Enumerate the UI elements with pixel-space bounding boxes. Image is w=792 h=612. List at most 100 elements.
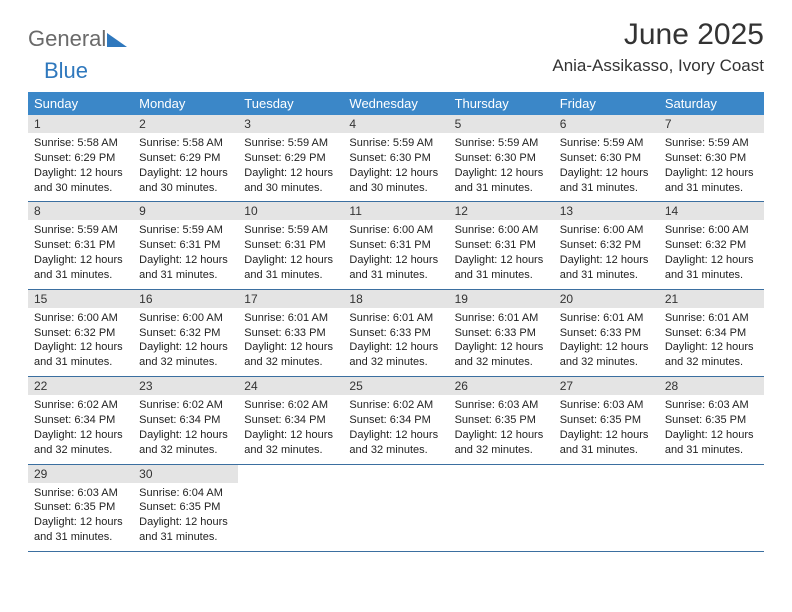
day-details: Sunrise: 5:59 AMSunset: 6:31 PMDaylight:… xyxy=(133,220,238,288)
day-number: 1 xyxy=(28,115,133,133)
month-title: June 2025 xyxy=(552,18,764,52)
calendar-cell: 6Sunrise: 5:59 AMSunset: 6:30 PMDaylight… xyxy=(554,115,659,202)
calendar-cell: 17Sunrise: 6:01 AMSunset: 6:33 PMDayligh… xyxy=(238,289,343,376)
calendar-cell: 3Sunrise: 5:59 AMSunset: 6:29 PMDaylight… xyxy=(238,115,343,202)
day-details: Sunrise: 5:59 AMSunset: 6:30 PMDaylight:… xyxy=(554,133,659,201)
day-number: 16 xyxy=(133,290,238,308)
day-details: Sunrise: 6:03 AMSunset: 6:35 PMDaylight:… xyxy=(554,395,659,463)
location: Ania-Assikasso, Ivory Coast xyxy=(552,56,764,76)
calendar-cell: 26Sunrise: 6:03 AMSunset: 6:35 PMDayligh… xyxy=(449,377,554,464)
day-number: 4 xyxy=(343,115,448,133)
calendar-cell: 1Sunrise: 5:58 AMSunset: 6:29 PMDaylight… xyxy=(28,115,133,202)
day-number: 15 xyxy=(28,290,133,308)
day-number: 19 xyxy=(449,290,554,308)
day-details: Sunrise: 6:02 AMSunset: 6:34 PMDaylight:… xyxy=(238,395,343,463)
calendar-row: 1Sunrise: 5:58 AMSunset: 6:29 PMDaylight… xyxy=(28,115,764,202)
logo-text-2: Blue xyxy=(44,58,88,83)
day-number: 18 xyxy=(343,290,448,308)
day-details: Sunrise: 5:59 AMSunset: 6:31 PMDaylight:… xyxy=(238,220,343,288)
day-number: 13 xyxy=(554,202,659,220)
calendar-cell: 20Sunrise: 6:01 AMSunset: 6:33 PMDayligh… xyxy=(554,289,659,376)
day-number: 26 xyxy=(449,377,554,395)
calendar-cell: 18Sunrise: 6:01 AMSunset: 6:33 PMDayligh… xyxy=(343,289,448,376)
day-number: 5 xyxy=(449,115,554,133)
calendar-page: General June 2025 Ania-Assikasso, Ivory … xyxy=(0,0,792,552)
weekday-header: Wednesday xyxy=(343,92,448,115)
day-details: Sunrise: 6:00 AMSunset: 6:31 PMDaylight:… xyxy=(343,220,448,288)
day-number: 25 xyxy=(343,377,448,395)
day-details: Sunrise: 6:00 AMSunset: 6:32 PMDaylight:… xyxy=(659,220,764,288)
day-details: Sunrise: 6:01 AMSunset: 6:33 PMDaylight:… xyxy=(554,308,659,376)
weekday-header: Monday xyxy=(133,92,238,115)
day-details: Sunrise: 5:58 AMSunset: 6:29 PMDaylight:… xyxy=(28,133,133,201)
day-number: 23 xyxy=(133,377,238,395)
calendar-cell: 14Sunrise: 6:00 AMSunset: 6:32 PMDayligh… xyxy=(659,202,764,289)
day-number: 7 xyxy=(659,115,764,133)
day-number: 17 xyxy=(238,290,343,308)
day-number: 10 xyxy=(238,202,343,220)
day-details: Sunrise: 6:01 AMSunset: 6:33 PMDaylight:… xyxy=(238,308,343,376)
logo: General xyxy=(28,18,127,52)
day-number: 28 xyxy=(659,377,764,395)
calendar-cell xyxy=(343,464,448,551)
day-details: Sunrise: 6:02 AMSunset: 6:34 PMDaylight:… xyxy=(343,395,448,463)
calendar-cell: 21Sunrise: 6:01 AMSunset: 6:34 PMDayligh… xyxy=(659,289,764,376)
day-details: Sunrise: 6:00 AMSunset: 6:32 PMDaylight:… xyxy=(133,308,238,376)
calendar-cell: 16Sunrise: 6:00 AMSunset: 6:32 PMDayligh… xyxy=(133,289,238,376)
day-details: Sunrise: 6:02 AMSunset: 6:34 PMDaylight:… xyxy=(28,395,133,463)
day-details: Sunrise: 6:01 AMSunset: 6:33 PMDaylight:… xyxy=(343,308,448,376)
day-details: Sunrise: 6:01 AMSunset: 6:34 PMDaylight:… xyxy=(659,308,764,376)
calendar-body: 1Sunrise: 5:58 AMSunset: 6:29 PMDaylight… xyxy=(28,115,764,551)
day-details: Sunrise: 6:04 AMSunset: 6:35 PMDaylight:… xyxy=(133,483,238,551)
day-details: Sunrise: 5:59 AMSunset: 6:30 PMDaylight:… xyxy=(659,133,764,201)
day-details: Sunrise: 5:59 AMSunset: 6:30 PMDaylight:… xyxy=(343,133,448,201)
day-number: 27 xyxy=(554,377,659,395)
calendar-cell: 30Sunrise: 6:04 AMSunset: 6:35 PMDayligh… xyxy=(133,464,238,551)
logo-text-1: General xyxy=(28,26,106,52)
day-details: Sunrise: 6:01 AMSunset: 6:33 PMDaylight:… xyxy=(449,308,554,376)
weekday-header: Sunday xyxy=(28,92,133,115)
calendar-cell: 24Sunrise: 6:02 AMSunset: 6:34 PMDayligh… xyxy=(238,377,343,464)
calendar-row: 15Sunrise: 6:00 AMSunset: 6:32 PMDayligh… xyxy=(28,289,764,376)
day-number: 8 xyxy=(28,202,133,220)
day-details: Sunrise: 6:02 AMSunset: 6:34 PMDaylight:… xyxy=(133,395,238,463)
calendar-cell: 12Sunrise: 6:00 AMSunset: 6:31 PMDayligh… xyxy=(449,202,554,289)
calendar-cell: 5Sunrise: 5:59 AMSunset: 6:30 PMDaylight… xyxy=(449,115,554,202)
calendar-row: 29Sunrise: 6:03 AMSunset: 6:35 PMDayligh… xyxy=(28,464,764,551)
calendar-cell: 15Sunrise: 6:00 AMSunset: 6:32 PMDayligh… xyxy=(28,289,133,376)
calendar-cell: 22Sunrise: 6:02 AMSunset: 6:34 PMDayligh… xyxy=(28,377,133,464)
calendar-cell: 10Sunrise: 5:59 AMSunset: 6:31 PMDayligh… xyxy=(238,202,343,289)
day-number: 3 xyxy=(238,115,343,133)
weekday-header: Thursday xyxy=(449,92,554,115)
day-number: 12 xyxy=(449,202,554,220)
calendar-cell xyxy=(554,464,659,551)
day-number: 29 xyxy=(28,465,133,483)
calendar-cell xyxy=(238,464,343,551)
calendar-cell: 2Sunrise: 5:58 AMSunset: 6:29 PMDaylight… xyxy=(133,115,238,202)
day-details: Sunrise: 6:03 AMSunset: 6:35 PMDaylight:… xyxy=(659,395,764,463)
weekday-header: Saturday xyxy=(659,92,764,115)
weekday-header: Tuesday xyxy=(238,92,343,115)
day-details: Sunrise: 6:00 AMSunset: 6:32 PMDaylight:… xyxy=(28,308,133,376)
calendar-cell: 29Sunrise: 6:03 AMSunset: 6:35 PMDayligh… xyxy=(28,464,133,551)
calendar-cell: 4Sunrise: 5:59 AMSunset: 6:30 PMDaylight… xyxy=(343,115,448,202)
day-number: 30 xyxy=(133,465,238,483)
day-number: 21 xyxy=(659,290,764,308)
calendar-cell xyxy=(659,464,764,551)
day-details: Sunrise: 6:03 AMSunset: 6:35 PMDaylight:… xyxy=(449,395,554,463)
calendar-cell: 7Sunrise: 5:59 AMSunset: 6:30 PMDaylight… xyxy=(659,115,764,202)
day-details: Sunrise: 5:59 AMSunset: 6:30 PMDaylight:… xyxy=(449,133,554,201)
title-block: June 2025 Ania-Assikasso, Ivory Coast xyxy=(552,18,764,76)
calendar-table: SundayMondayTuesdayWednesdayThursdayFrid… xyxy=(28,92,764,552)
day-number: 6 xyxy=(554,115,659,133)
calendar-cell: 25Sunrise: 6:02 AMSunset: 6:34 PMDayligh… xyxy=(343,377,448,464)
calendar-cell: 11Sunrise: 6:00 AMSunset: 6:31 PMDayligh… xyxy=(343,202,448,289)
day-details: Sunrise: 6:00 AMSunset: 6:31 PMDaylight:… xyxy=(449,220,554,288)
day-number: 11 xyxy=(343,202,448,220)
calendar-cell: 23Sunrise: 6:02 AMSunset: 6:34 PMDayligh… xyxy=(133,377,238,464)
calendar-cell: 28Sunrise: 6:03 AMSunset: 6:35 PMDayligh… xyxy=(659,377,764,464)
calendar-header-row: SundayMondayTuesdayWednesdayThursdayFrid… xyxy=(28,92,764,115)
day-number: 24 xyxy=(238,377,343,395)
day-number: 2 xyxy=(133,115,238,133)
calendar-cell: 27Sunrise: 6:03 AMSunset: 6:35 PMDayligh… xyxy=(554,377,659,464)
